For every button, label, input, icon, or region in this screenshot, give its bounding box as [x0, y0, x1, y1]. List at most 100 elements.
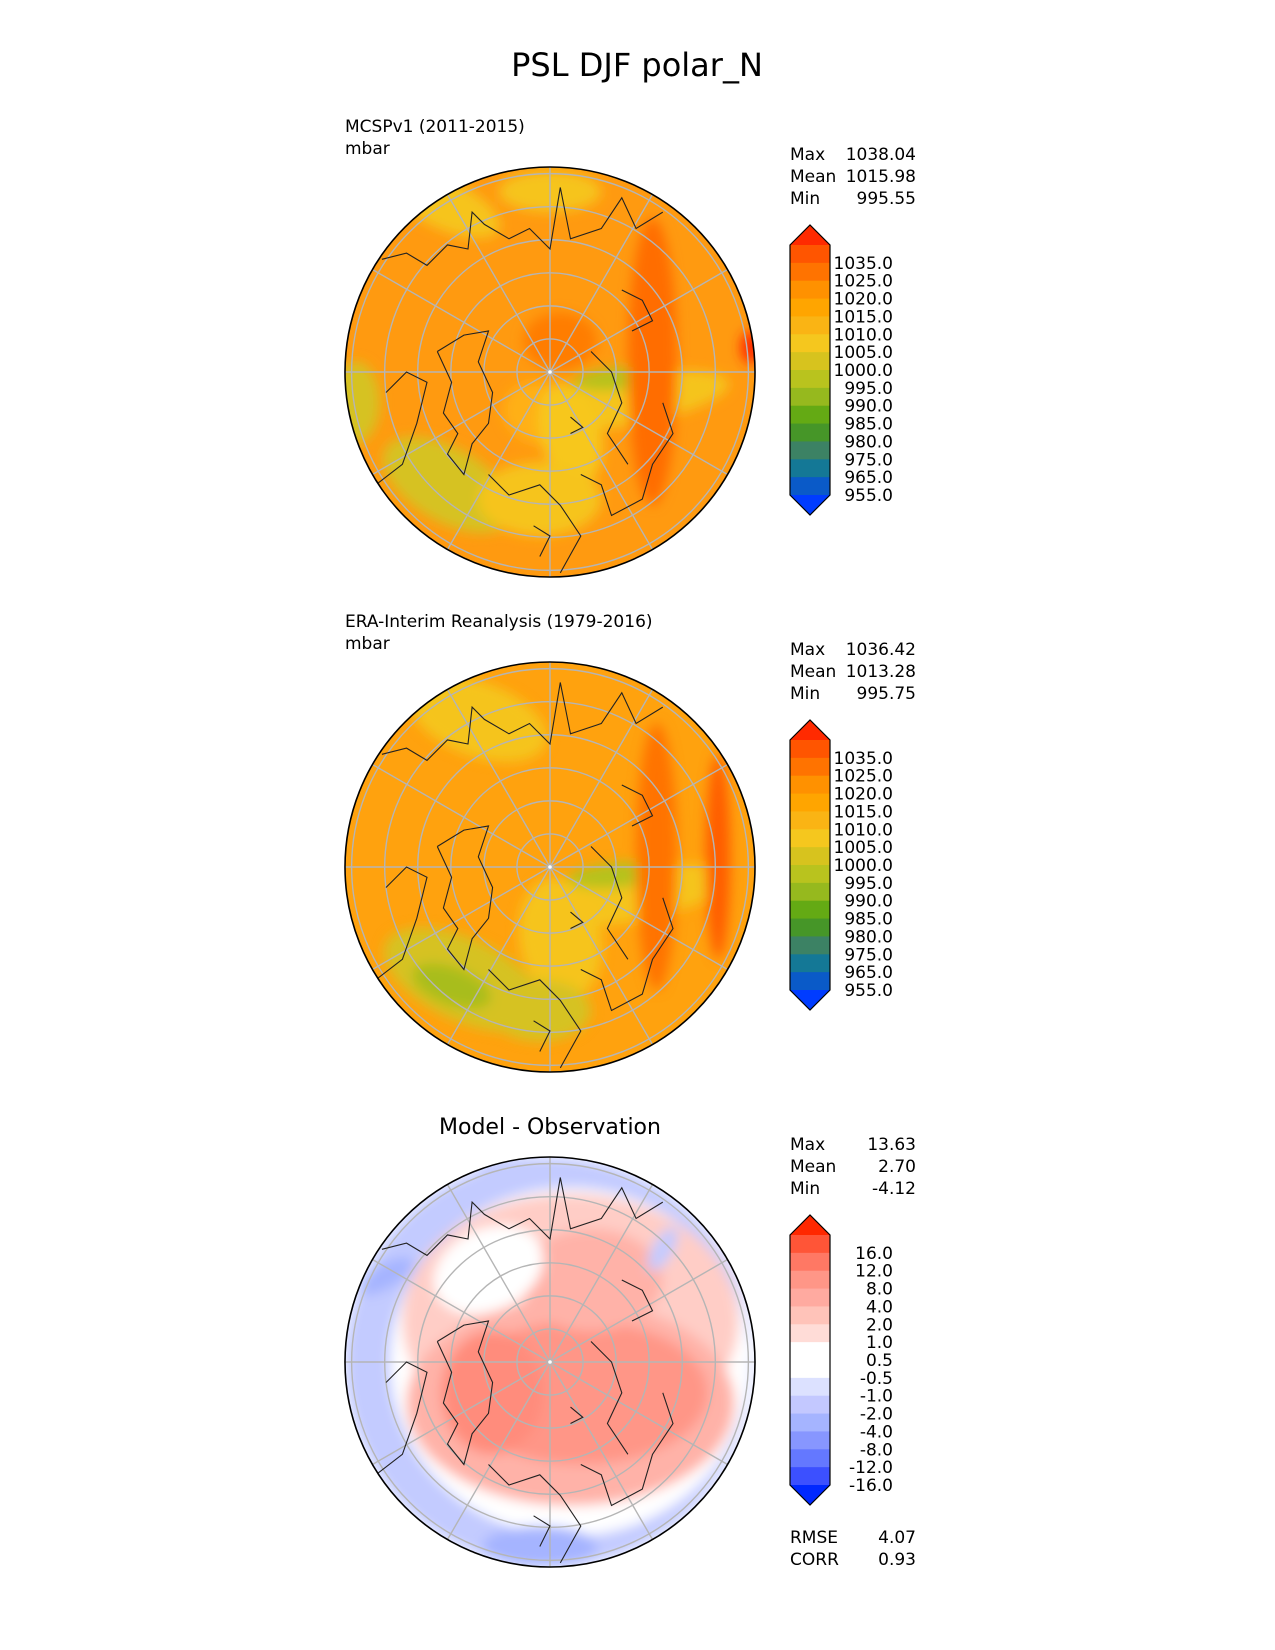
- colorbar-segment: [790, 405, 830, 425]
- coastline: [621, 784, 654, 827]
- field-region: [478, 462, 602, 536]
- meridian-line: [549, 763, 728, 868]
- coastline: [381, 1177, 664, 1257]
- coastlines: [365, 682, 674, 1069]
- stat-label: Max: [790, 640, 825, 660]
- coastline: [590, 351, 629, 465]
- colorbar-segment: [790, 740, 830, 759]
- colorbar-segment: [790, 441, 830, 460]
- meridian-line: [372, 371, 551, 476]
- colorbar-tick-label: 980.0: [844, 432, 893, 452]
- coastline: [621, 289, 654, 332]
- meridian-line: [446, 689, 551, 868]
- colorbar-segment: [790, 1449, 830, 1468]
- colorbar-segment: [790, 1431, 830, 1450]
- colorbar-segment: [790, 1395, 830, 1415]
- colorbar-segment: [790, 1235, 830, 1254]
- colorbar-segment: [790, 882, 830, 902]
- colorbar-tick-label: 1005.0: [834, 343, 893, 363]
- colorbar-tick-label: 985.0: [844, 910, 893, 930]
- colorbar-tick-label: 1035.0: [834, 254, 893, 274]
- field-region: [382, 436, 513, 533]
- stat-value: -4.12: [872, 1179, 916, 1199]
- colorbar-segment: [790, 900, 830, 920]
- colorbar-segment: [790, 1252, 830, 1272]
- colorbar-segment: [790, 1342, 830, 1361]
- colorbar-tick-label: 990.0: [844, 892, 893, 912]
- meridian-line: [549, 194, 654, 373]
- graticule: [345, 167, 755, 577]
- coastline: [590, 846, 629, 960]
- colorbar-outline: [789, 1214, 831, 1506]
- coastline: [381, 187, 664, 267]
- map-outline: [344, 661, 756, 1073]
- colorbar-tick-label: 1000.0: [834, 361, 893, 381]
- coastline: [570, 911, 584, 929]
- psl-field: [345, 167, 755, 577]
- colorbar-tick-label: 1025.0: [834, 767, 893, 787]
- field-region: [478, 1157, 581, 1178]
- stat-value: 1013.28: [846, 662, 916, 682]
- colorbar-tick-label: 4.0: [866, 1297, 893, 1317]
- panel-units: mbar: [345, 139, 390, 159]
- colorbar-segment: [790, 918, 830, 937]
- meridian-line: [549, 1258, 728, 1363]
- meridian-line: [549, 1361, 654, 1540]
- coastline: [570, 416, 584, 434]
- colorbar-segment: [790, 298, 830, 317]
- colorbar-tick-label: 965.0: [844, 963, 893, 983]
- colorbar-extend-top: [790, 1215, 830, 1235]
- colorbar-segment: [790, 829, 830, 848]
- stat-label: Max: [790, 1135, 825, 1155]
- stat-label: Mean: [790, 1157, 836, 1177]
- field-region: [345, 361, 380, 444]
- colorbar-segment: [790, 334, 830, 353]
- footer-stat-value: 0.93: [878, 1550, 916, 1570]
- colorbar-extend-top: [790, 720, 830, 740]
- field-region: [705, 754, 731, 960]
- field-region: [412, 963, 491, 1009]
- colorbar-tick-label: 985.0: [844, 415, 893, 435]
- colorbar-segment: [790, 352, 830, 371]
- colorbar-tick-label: 16.0: [855, 1244, 893, 1264]
- colorbar-tick-label: 975.0: [844, 450, 893, 470]
- meridian-line: [549, 866, 654, 1045]
- colorbar-tick-label: 8.0: [866, 1280, 893, 1300]
- colorbar-tick-label: 995.0: [844, 874, 893, 894]
- meridian-line: [446, 194, 551, 373]
- map-panel-3: Model - Observation Max 13.63 Mean 2.70 Min -4…: [344, 1115, 916, 1570]
- colorbar-tick-label: -16.0: [849, 1476, 893, 1496]
- colorbar-extend-bottom: [790, 990, 830, 1010]
- colorbar-tick-label: -4.0: [860, 1422, 893, 1442]
- colorbar-tick-label: -1.0: [860, 1387, 893, 1407]
- coastline: [436, 1320, 494, 1466]
- colorbar-segment: [790, 1324, 830, 1343]
- colorbar: 1035.01025.01020.01015.01010.01005.01000…: [789, 719, 893, 1011]
- colorbar-segment: [790, 972, 830, 991]
- colorbar: 16.012.08.04.02.01.00.5-0.5-1.0-2.0-4.0-…: [789, 1214, 893, 1506]
- colorbar-tick-label: 965.0: [844, 468, 893, 488]
- colorbar-segment: [790, 387, 830, 407]
- colorbar-tick-label: 975.0: [844, 945, 893, 965]
- colorbar-tick-label: -12.0: [849, 1458, 893, 1478]
- pole-marker: [548, 865, 552, 869]
- stat-value: 13.63: [867, 1135, 916, 1155]
- colorbar-tick-label: 1005.0: [834, 838, 893, 858]
- colorbar-segment: [790, 262, 830, 282]
- footer-stat-label: RMSE: [790, 1528, 838, 1548]
- map-panel-2: ERA-Interim Reanalysis (1979-2016)mbar Ma…: [344, 612, 916, 1073]
- coastline: [580, 1392, 674, 1507]
- panel-title: ERA-Interim Reanalysis (1979-2016): [345, 612, 653, 632]
- colorbar-segment: [790, 936, 830, 955]
- footer-stat-label: CORR: [790, 1550, 839, 1570]
- stat-value: 1015.98: [846, 167, 916, 187]
- meridian-line: [372, 763, 551, 868]
- coastline: [436, 825, 494, 971]
- colorbar-segment: [790, 954, 830, 973]
- colorbar-tick-label: -2.0: [860, 1405, 893, 1425]
- field-region: [488, 979, 591, 1042]
- colorbar-segment: [790, 423, 830, 442]
- pole-marker: [548, 1360, 552, 1364]
- colorbar-segment: [790, 757, 830, 777]
- coastline: [621, 1279, 654, 1322]
